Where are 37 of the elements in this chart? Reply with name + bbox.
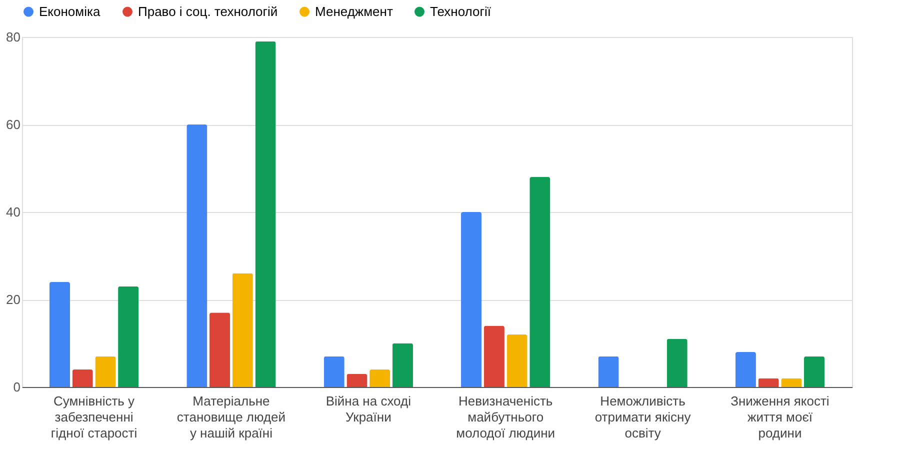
bar bbox=[461, 212, 482, 387]
bar bbox=[666, 338, 688, 387]
bar bbox=[118, 286, 139, 387]
bar bbox=[804, 356, 825, 387]
legend-label: Економіка bbox=[39, 4, 101, 19]
bar bbox=[370, 370, 390, 387]
x-tick-label: Сумнівність у забезпеченні гідної старості bbox=[50, 394, 138, 440]
bar bbox=[49, 282, 70, 387]
legend-label: Право і соц. технологій bbox=[138, 4, 278, 19]
x-tick-label: Зниження якості життя моєї родини bbox=[730, 394, 830, 440]
legend-label: Менеджмент bbox=[315, 4, 393, 19]
y-tick-label: 40 bbox=[6, 204, 20, 220]
x-tick-label: Неможливість отримати якісну освіту bbox=[594, 394, 692, 440]
bar bbox=[186, 124, 208, 387]
bar bbox=[598, 356, 619, 387]
bar bbox=[506, 334, 528, 387]
bar bbox=[392, 343, 413, 387]
bar bbox=[346, 374, 368, 387]
bar bbox=[781, 378, 802, 387]
bar bbox=[232, 273, 253, 387]
bar bbox=[255, 41, 276, 387]
x-tick-label: Матеріальне становище людей у нашій країні bbox=[176, 394, 286, 440]
y-tick-label: 20 bbox=[6, 292, 20, 307]
x-tick-label: Невизначеність майбутнього молодої людини bbox=[456, 394, 556, 440]
bar bbox=[72, 370, 93, 387]
bar bbox=[209, 312, 230, 387]
bar bbox=[758, 378, 779, 387]
y-tick-label: 0 bbox=[13, 380, 20, 394]
bar bbox=[484, 326, 504, 387]
y-tick-label: 60 bbox=[6, 117, 20, 132]
x-tick-label: Війна на сході України bbox=[326, 394, 412, 424]
bar bbox=[95, 356, 116, 387]
y-tick-label: 80 bbox=[6, 30, 20, 44]
bar bbox=[324, 356, 344, 387]
legend-label: Технології bbox=[430, 4, 492, 19]
bar bbox=[735, 352, 756, 387]
bar bbox=[530, 177, 550, 387]
